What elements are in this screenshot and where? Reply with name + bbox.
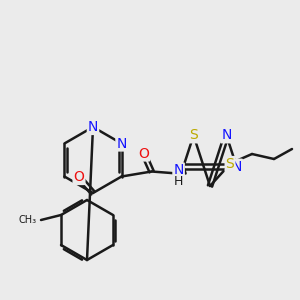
Text: N: N	[231, 160, 242, 174]
Text: O: O	[138, 146, 149, 161]
Text: H: H	[174, 175, 183, 188]
Text: N: N	[88, 120, 98, 134]
Text: CH₃: CH₃	[19, 215, 37, 225]
Text: O: O	[74, 170, 84, 184]
Text: N: N	[173, 164, 184, 178]
Text: N: N	[116, 136, 127, 151]
Text: S: S	[226, 157, 234, 171]
Text: S: S	[189, 128, 198, 142]
Text: N: N	[221, 128, 232, 142]
